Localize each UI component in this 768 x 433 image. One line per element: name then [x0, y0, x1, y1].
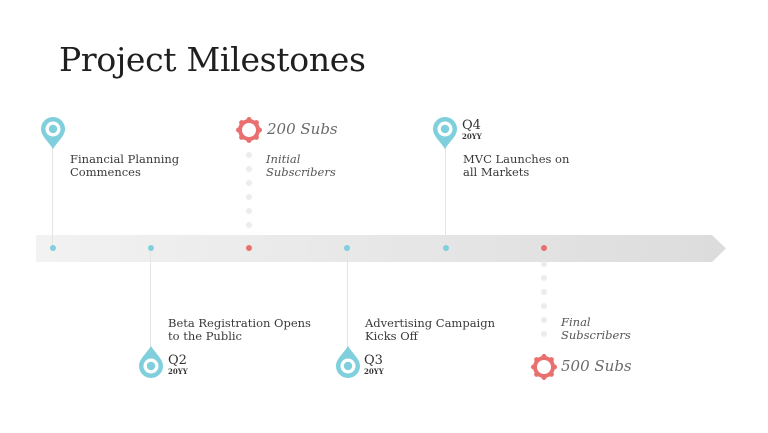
milestone-label: MVC Launches on all Markets — [463, 152, 570, 179]
timeline-dot — [50, 245, 56, 251]
milestone-label: Final Subscribers — [561, 315, 631, 342]
milestone-stem — [52, 145, 53, 245]
quarter-year: 20YY — [462, 132, 482, 141]
quarter-label: Q4 20YY — [462, 119, 482, 140]
timeline-dot — [246, 245, 252, 251]
milestone-stem — [150, 250, 151, 350]
badge-seal-icon — [236, 117, 262, 143]
milestone-stem — [445, 145, 446, 245]
badge-seal-icon — [531, 354, 557, 380]
quarter-year: 20YY — [364, 367, 384, 376]
milestone-label: Financial Planning Commences — [70, 152, 180, 179]
timeline-dot — [148, 245, 154, 251]
milestone-label: Advertising Campaign Kicks Off — [365, 316, 495, 343]
timeline-dot — [541, 245, 547, 251]
map-pin-icon — [336, 346, 360, 378]
page-title: Project Milestones — [59, 40, 366, 79]
subscriber-badge-text: 500 Subs — [561, 357, 632, 375]
quarter-year: 20YY — [168, 367, 188, 376]
milestone-label: Initial Subscribers — [266, 152, 336, 179]
timeline-dot — [443, 245, 449, 251]
quarter-label: Q3 20YY — [364, 354, 384, 375]
subscriber-badge-text: 200 Subs — [267, 120, 338, 138]
quarter-name: Q3 — [364, 353, 383, 368]
quarter-name: Q4 — [462, 118, 481, 133]
timeline-arrow — [36, 235, 726, 262]
quarter-label: Q2 20YY — [168, 354, 188, 375]
map-pin-icon — [433, 117, 457, 149]
map-pin-icon — [139, 346, 163, 378]
milestone-stem — [347, 250, 348, 350]
milestone-label: Beta Registration Opens to the Public — [168, 316, 311, 343]
quarter-name: Q2 — [168, 353, 187, 368]
map-pin-icon — [41, 117, 65, 149]
timeline-dot — [344, 245, 350, 251]
